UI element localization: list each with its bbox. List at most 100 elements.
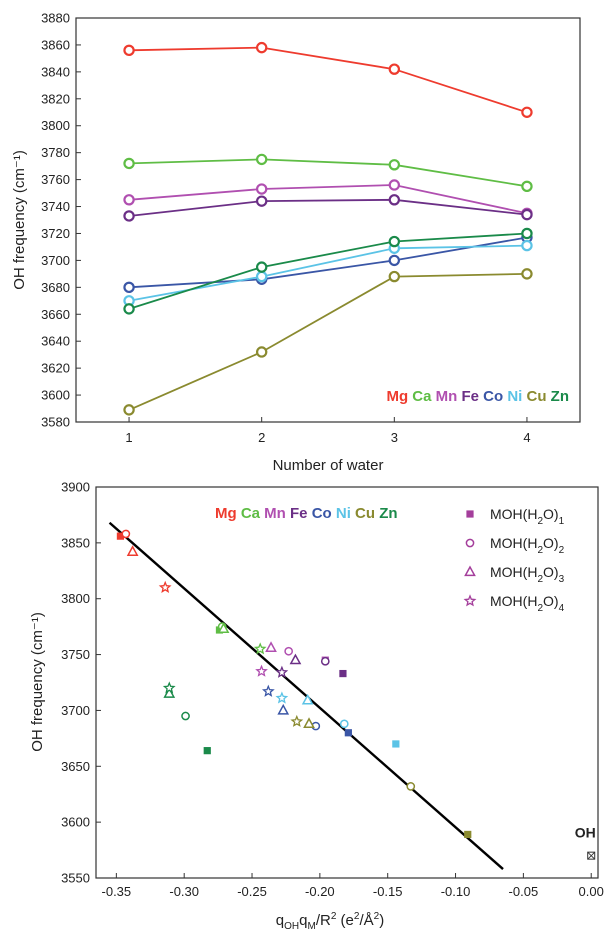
- data-point-mg: [388, 63, 401, 75]
- scatter-point-ni-n2: [339, 719, 349, 729]
- series-line-cu: [128, 273, 527, 411]
- top-y-tick-label: 3740: [41, 199, 70, 214]
- bottom-x-axis: -0.35 -0.30 -0.25 -0.20 -0.15 -0.10 -0.05 0.00: [102, 873, 604, 899]
- legend-marker-triangle: [464, 565, 476, 577]
- bottom-y-tick-label: 3750: [61, 647, 90, 662]
- scatter-point-fe-n2: [320, 656, 330, 666]
- top-y-tick-label: 3780: [41, 145, 70, 160]
- top-y-tick-label: 3800: [41, 118, 70, 133]
- data-point-ca: [388, 159, 401, 171]
- top-plot-frame: [75, 17, 581, 423]
- scatter-point-mg-n4: [158, 580, 172, 593]
- metal-label-ca: Ca: [237, 505, 261, 522]
- bottom-marker-legend: MOH(H2O)1 MOH(H2O)2 MOH(H2O)3 MOH(H2O)4: [463, 506, 565, 614]
- top-y-axis-title: OH frequency (cm⁻¹): [11, 150, 28, 290]
- bottom-y-tick-label: 3900: [61, 480, 90, 495]
- data-point-mn: [388, 179, 401, 191]
- metal-label-mg: Mg: [386, 388, 408, 405]
- top-y-tick-label: 3700: [41, 253, 70, 268]
- data-point-mn: [255, 183, 268, 195]
- data-point-mg: [123, 44, 135, 57]
- bottom-x-tick-label: -0.20: [305, 884, 335, 899]
- data-point-mg: [521, 106, 533, 118]
- data-point-zn: [521, 227, 533, 240]
- scatter-point-cu-n3: [303, 717, 315, 728]
- scatter-point-ca-n4: [253, 642, 267, 655]
- data-point-ni: [255, 270, 268, 283]
- metal-label-ca: Ca: [408, 388, 432, 405]
- metal-label-fe: Fe: [286, 505, 308, 522]
- bottom-x-tick-label: -0.05: [509, 884, 539, 899]
- data-point-co: [388, 254, 401, 267]
- legend-marker-circle: [465, 538, 475, 548]
- scatter-point-fe-n3: [289, 653, 302, 665]
- bottom-y-tick-label: 3800: [61, 591, 90, 606]
- legend-marker-star: [463, 594, 477, 607]
- bottom-x-tick-label: -0.10: [441, 884, 471, 899]
- scatter-point-ni-n3: [301, 693, 314, 705]
- scatter-point-mg-n3: [126, 545, 139, 556]
- oh-reference: OH: [575, 825, 596, 860]
- scatter-point-mg-n2: [121, 529, 131, 539]
- top-y-tick-label: 3580: [41, 415, 70, 430]
- bottom-y-axis-title: OH frequency (cm⁻¹): [29, 612, 46, 752]
- bottom-x-tick-label: 0.00: [579, 884, 604, 899]
- legend-marker-square: [466, 510, 474, 518]
- scatter-point-zn-n4: [162, 681, 176, 694]
- scatter-point-mn-n2: [284, 646, 294, 656]
- metal-label-ni: Ni: [332, 505, 351, 522]
- top-x-tick-label: 1: [125, 430, 132, 445]
- top-x-tick-label: 3: [391, 430, 398, 445]
- bottom-plot-frame: [95, 486, 599, 879]
- bottom-y-tick-label: 3550: [61, 871, 90, 886]
- scatter-point-mn-n4: [255, 664, 268, 677]
- top-y-tick-label: 3640: [41, 334, 70, 349]
- data-point-cu: [388, 270, 401, 283]
- scatter-point-cu-n1: [464, 830, 472, 839]
- scatter-point-fe-n4: [275, 665, 289, 678]
- metal-label-mn: Mn: [260, 505, 286, 522]
- data-point-co: [123, 281, 135, 294]
- data-point-cu: [255, 346, 268, 358]
- scatter-point-ca-n3: [217, 622, 230, 634]
- metal-label-cu: Cu: [351, 505, 375, 522]
- data-point-fe: [521, 208, 533, 221]
- data-point-fe: [388, 194, 401, 206]
- scatter-point-co-n3: [277, 703, 290, 715]
- scatter-point-mn-n3: [265, 641, 277, 653]
- data-point-ca: [255, 153, 268, 166]
- metal-label-mn: Mn: [431, 388, 457, 405]
- fit-line: [108, 521, 504, 870]
- top-series-group: [123, 41, 533, 416]
- metal-label-zn: Zn: [375, 505, 398, 522]
- series-line-fe: [128, 198, 527, 217]
- data-point-cu: [123, 404, 135, 416]
- metal-label-zn: Zn: [547, 388, 570, 405]
- bottom-metal-legend: Mg Ca Mn Fe Co Ni Cu Zn: [215, 505, 398, 522]
- top-x-axis: 1 2 3 4: [125, 417, 531, 445]
- scatter-point-zn-n1: [203, 747, 211, 755]
- scatter-point-ni-n1: [392, 740, 400, 748]
- metal-label-mg: Mg: [215, 505, 237, 522]
- bottom-points-group: [116, 529, 472, 839]
- metal-label-fe: Fe: [457, 388, 479, 405]
- data-point-zn: [123, 303, 135, 315]
- top-x-axis-title: Number of water: [273, 457, 384, 474]
- data-point-ni: [521, 239, 533, 252]
- top-y-tick-label: 3760: [41, 172, 70, 187]
- top-x-tick-label: 4: [523, 430, 530, 445]
- top-y-tick-label: 3860: [41, 37, 70, 52]
- scatter-point-co-n4: [261, 684, 275, 697]
- top-y-tick-label: 3880: [41, 11, 70, 26]
- data-point-ca: [521, 180, 533, 193]
- top-y-tick-label: 3840: [41, 64, 70, 79]
- bottom-y-axis: 3550 3600 3650 3700 3750 3800 3850 3900: [61, 480, 101, 886]
- top-y-tick-label: 3600: [41, 388, 70, 403]
- bottom-x-tick-label: -0.30: [169, 884, 199, 899]
- bottom-x-tick-label: -0.15: [373, 884, 403, 899]
- oh-label: OH: [575, 825, 596, 841]
- bottom-y-tick-label: 3650: [61, 759, 90, 774]
- scatter-point-zn-n3: [163, 687, 176, 698]
- metal-label-ni: Ni: [503, 388, 522, 405]
